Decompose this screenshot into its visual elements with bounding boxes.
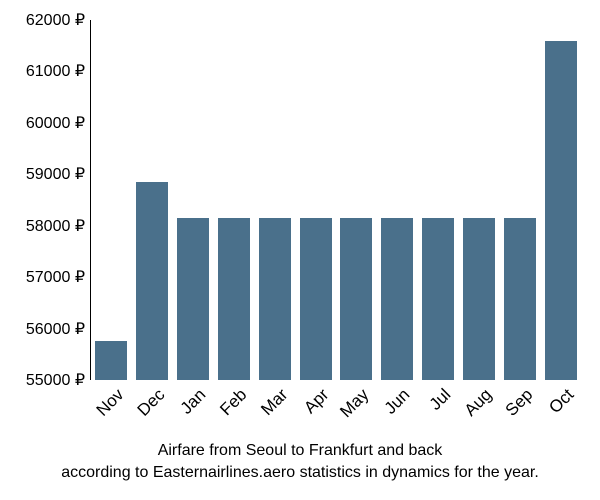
plot-area bbox=[90, 20, 581, 380]
bar bbox=[259, 218, 291, 380]
x-tick-label: May bbox=[337, 385, 374, 422]
y-tick-label: 61000 ₽ bbox=[26, 61, 85, 81]
bar bbox=[95, 341, 127, 380]
x-tick-label: Jul bbox=[426, 385, 456, 415]
y-tick-label: 62000 ₽ bbox=[26, 10, 85, 30]
x-tick-label: Jan bbox=[177, 385, 211, 419]
bar bbox=[300, 218, 332, 380]
bar bbox=[422, 218, 454, 380]
bar bbox=[545, 41, 577, 380]
bar bbox=[218, 218, 250, 380]
caption-line2: according to Easternairlines.aero statis… bbox=[61, 464, 539, 481]
x-tick-label: Feb bbox=[216, 385, 251, 420]
bar bbox=[463, 218, 495, 380]
x-tick-label: Mar bbox=[257, 385, 292, 420]
x-tick-label: Sep bbox=[501, 385, 537, 421]
bar bbox=[136, 182, 168, 380]
y-tick-label: 56000 ₽ bbox=[26, 319, 85, 339]
bars-group bbox=[91, 20, 581, 380]
x-tick-label: Nov bbox=[93, 385, 129, 421]
y-tick-label: 57000 ₽ bbox=[26, 267, 85, 287]
x-tick-label: Apr bbox=[300, 385, 333, 418]
airfare-chart: Airfare from Seoul to Frankfurt and back… bbox=[0, 0, 600, 500]
x-tick-label: Oct bbox=[545, 385, 578, 418]
y-tick-label: 58000 ₽ bbox=[26, 216, 85, 236]
bar bbox=[381, 218, 413, 380]
bar bbox=[504, 218, 536, 380]
chart-caption: Airfare from Seoul to Frankfurt and back… bbox=[0, 440, 600, 483]
x-tick-label: Jun bbox=[381, 385, 415, 419]
caption-line1: Airfare from Seoul to Frankfurt and back bbox=[158, 442, 443, 459]
bar bbox=[177, 218, 209, 380]
x-tick-label: Dec bbox=[134, 385, 170, 421]
y-tick-label: 55000 ₽ bbox=[26, 370, 85, 390]
y-tick-label: 60000 ₽ bbox=[26, 113, 85, 133]
y-tick-label: 59000 ₽ bbox=[26, 164, 85, 184]
bar bbox=[340, 218, 372, 380]
x-tick-label: Aug bbox=[461, 385, 497, 421]
